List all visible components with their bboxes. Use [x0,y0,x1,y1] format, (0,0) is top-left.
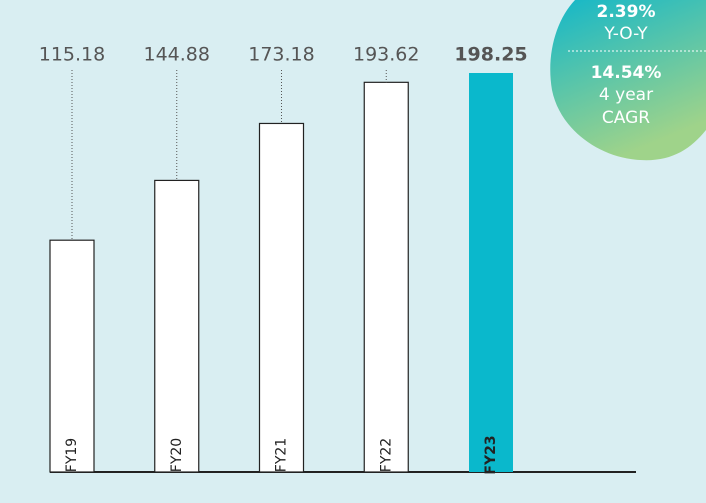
bar [363,81,409,473]
category-label: FY22 [378,438,394,472]
category-label: FY19 [64,438,80,472]
badge-background [550,0,706,161]
bar [154,179,200,473]
bar [469,73,513,472]
badge-value: 14.54% [591,63,662,83]
category-label: FY21 [274,438,290,472]
bar [49,239,95,473]
badge-value: 2.39% [597,2,656,22]
value-label: 144.88 [144,44,210,66]
bar [258,122,305,473]
value-label: 173.18 [248,44,314,66]
badge-label: 4 year [599,85,653,105]
category-label: FY23 [483,435,499,474]
category-label: FY20 [169,438,185,472]
badge-label: CAGR [602,108,650,128]
value-label: 193.62 [353,44,419,66]
value-label: 115.18 [39,44,105,66]
value-label: 198.25 [454,44,527,66]
badge-label: Y-O-Y [603,24,648,44]
